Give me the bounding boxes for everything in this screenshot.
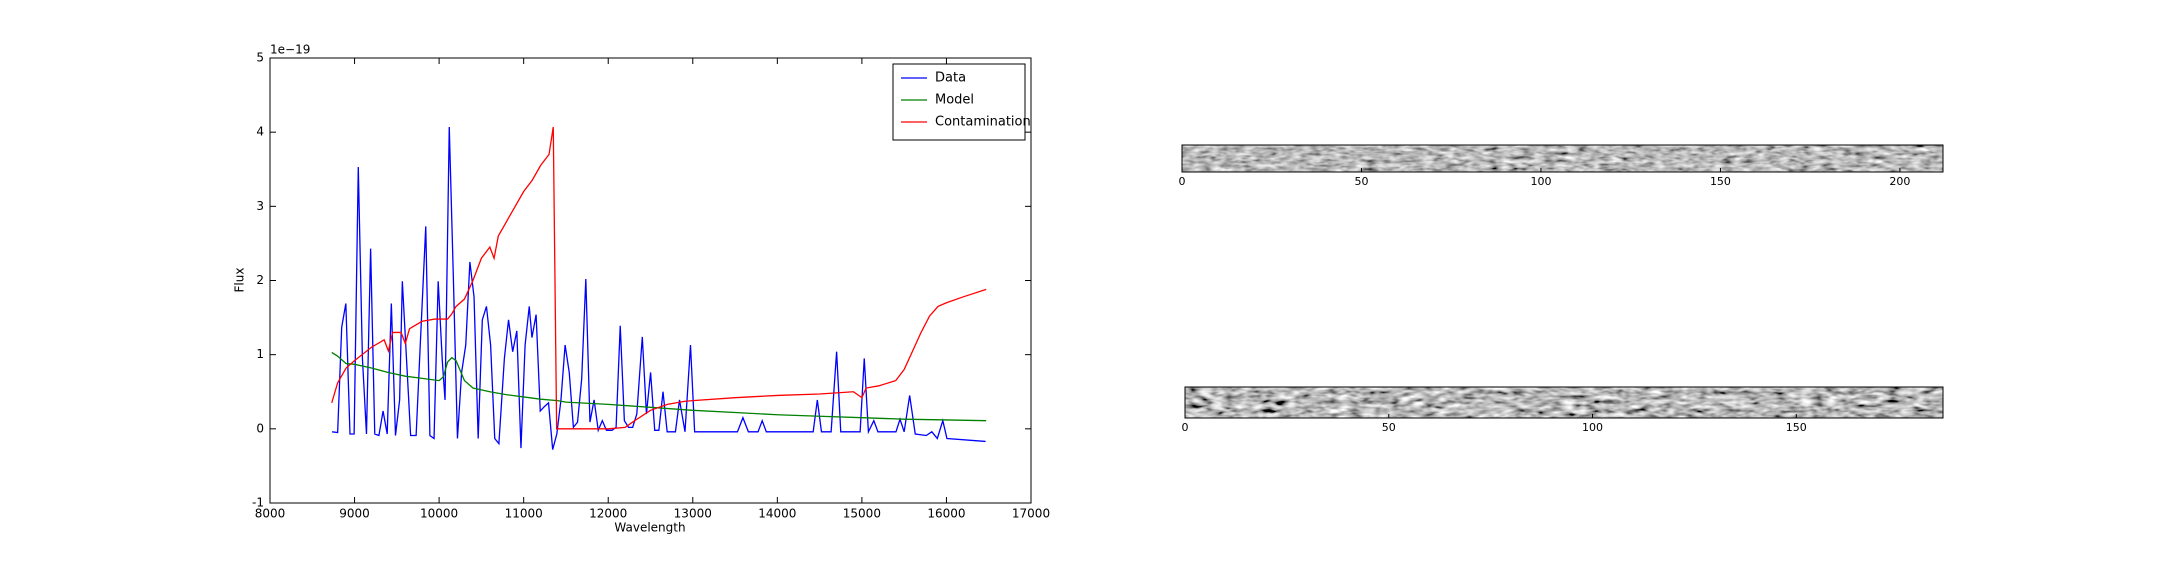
- series-line: [331, 126, 987, 430]
- legend-label: Model: [935, 93, 974, 108]
- x-tick-label: 10000: [420, 507, 458, 521]
- axes-frame: [1184, 386, 1944, 419]
- offset-label: 1e−19: [270, 43, 310, 57]
- x-tick-label: 50: [1382, 421, 1396, 434]
- x-tick-label: 0: [1179, 175, 1186, 188]
- x-tick-label: 100: [1582, 421, 1603, 434]
- legend-label: Data: [935, 71, 966, 86]
- x-tick-label: 150: [1710, 175, 1731, 188]
- x-tick-label: 12000: [589, 507, 627, 521]
- x-axis-label: Wavelength: [614, 521, 685, 535]
- y-tick-label: 4: [256, 125, 264, 139]
- series-line: [331, 351, 987, 422]
- series-line: [331, 126, 986, 450]
- x-tick-label: 13000: [674, 507, 712, 521]
- legend-box: [892, 63, 1026, 141]
- x-tick-label: 100: [1530, 175, 1551, 188]
- x-tick-label: 16000: [927, 507, 965, 521]
- y-tick-label: 0: [256, 421, 264, 435]
- x-tick-label: 0: [1182, 421, 1189, 434]
- x-tick-label: 14000: [758, 507, 796, 521]
- x-tick-label: 15000: [843, 507, 881, 521]
- image-panel: [1185, 387, 1943, 418]
- legend-label: Contamination: [935, 115, 1031, 130]
- x-tick-label: 50: [1354, 175, 1368, 188]
- y-tick-label: 3: [256, 199, 264, 213]
- x-tick-label: 17000: [1012, 507, 1050, 521]
- axes-frame: [1181, 144, 1944, 173]
- x-tick-label: 9000: [339, 507, 370, 521]
- axes-frame: [269, 57, 1032, 504]
- y-tick-label: 2: [256, 273, 264, 287]
- x-tick-label: 11000: [505, 507, 543, 521]
- x-tick-label: 150: [1786, 421, 1807, 434]
- image-panel: [1182, 145, 1943, 172]
- y-tick-label: 5: [256, 51, 264, 65]
- y-tick-label: 1: [256, 347, 264, 361]
- y-axis-label: Flux: [233, 268, 247, 293]
- y-tick-label: -1: [252, 496, 264, 510]
- x-tick-label: 200: [1889, 175, 1910, 188]
- x-tick-label: 8000: [255, 507, 286, 521]
